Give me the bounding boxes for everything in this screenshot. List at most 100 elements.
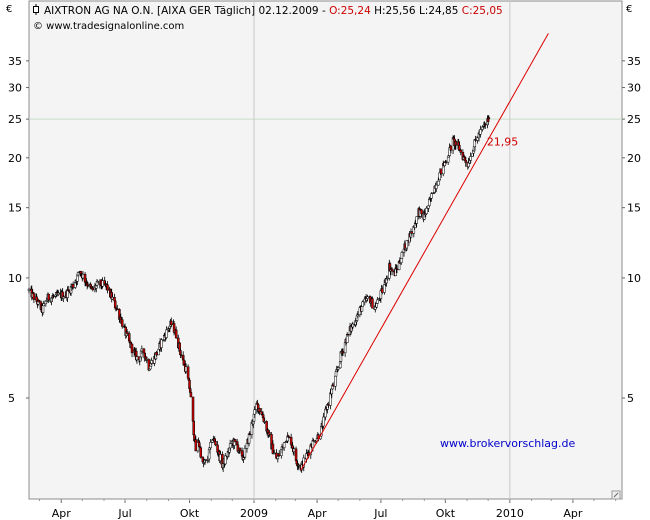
candle-down — [194, 439, 198, 452]
candle-down — [474, 139, 477, 141]
y-axis-left: 5 10 15 20 25 30 35 — [8, 55, 29, 405]
candle-down — [312, 440, 315, 442]
candle-down — [130, 343, 134, 354]
candle-up — [150, 360, 153, 364]
y-axis-right: 5 10 15 20 25 30 35 — [622, 55, 641, 405]
x-tick-label: 2009 — [240, 507, 268, 520]
candle-up — [165, 329, 168, 338]
candle-down — [214, 441, 217, 446]
x-tick-label: Okt — [436, 507, 456, 520]
candle-up — [427, 199, 431, 206]
candle-up — [334, 375, 337, 387]
candle-down — [216, 444, 219, 453]
candle-down — [106, 284, 109, 291]
candle-down — [464, 160, 467, 163]
candle-down — [179, 354, 183, 356]
x-tick-label: Jul — [117, 507, 131, 520]
y-tick-label-right: 15 — [627, 202, 641, 215]
candle-down — [390, 268, 394, 272]
candle-down — [449, 145, 453, 151]
x-tick-label: Apr — [563, 507, 583, 520]
candle-down — [331, 384, 335, 387]
candle-up — [276, 456, 280, 459]
candle-down — [52, 295, 55, 297]
y-tick-label-right: 30 — [627, 82, 641, 95]
low-value: L:24,85 — [419, 5, 458, 17]
y-tick-label-left: 25 — [8, 113, 22, 126]
candle-up — [57, 292, 60, 295]
candle-down — [454, 141, 458, 146]
candle-up — [263, 421, 266, 423]
candle-down — [381, 288, 384, 293]
x-tick-label: Apr — [308, 507, 328, 520]
candle-up — [336, 367, 340, 370]
candle-up — [81, 273, 85, 279]
watermark-text: www.brokervorschlag.de — [440, 437, 576, 450]
candle-up — [209, 442, 212, 449]
candle-up — [400, 252, 404, 259]
y-tick-label-left: 20 — [8, 152, 22, 165]
candle-up — [42, 303, 45, 306]
instrument-icon — [33, 4, 39, 15]
candle-up — [184, 366, 188, 372]
candle-up — [479, 129, 482, 135]
candle-up — [425, 207, 428, 215]
candle-up — [292, 448, 296, 452]
candle-up — [366, 296, 369, 299]
candle-up — [62, 296, 65, 299]
candle-up — [383, 284, 386, 293]
candle-up — [351, 323, 355, 328]
candle-up — [204, 459, 207, 461]
candle-down — [341, 351, 345, 354]
candle-down — [459, 149, 463, 153]
candle-up — [405, 240, 409, 249]
candle-up — [282, 442, 286, 448]
candle-up — [145, 359, 149, 361]
candle-up — [76, 272, 80, 276]
y-tick-label-left: 15 — [8, 202, 22, 215]
candle-up — [361, 301, 364, 307]
candle-down — [199, 447, 202, 458]
candle-up — [437, 180, 440, 186]
candle-up — [160, 339, 163, 348]
candle-up — [273, 452, 276, 455]
candle-up — [334, 371, 338, 377]
candle-down — [233, 439, 237, 442]
candle-down — [238, 447, 242, 451]
y-tick-label-left: 35 — [8, 55, 22, 68]
candle-up — [253, 409, 256, 415]
candle-down — [47, 293, 50, 301]
y-tick-label-left: 5 — [8, 392, 15, 405]
candle-down — [444, 161, 448, 163]
candle-down — [268, 432, 271, 435]
y-tick-label-left: 30 — [8, 82, 22, 95]
candle-up — [360, 306, 364, 312]
y-tick-label-right: 10 — [627, 272, 641, 285]
candle-down — [32, 293, 36, 300]
x-tick-label: Jul — [373, 507, 387, 520]
candle-down — [37, 300, 41, 303]
candle-up — [415, 216, 418, 224]
trendline-value-label: 21,95 — [487, 136, 518, 149]
x-axis: Apr Jul Okt 2009 Apr Jul Okt 2010 Apr — [39, 499, 617, 520]
candle-down — [67, 289, 70, 291]
open-value: O:25,24 — [329, 5, 371, 17]
candle-down — [289, 436, 293, 445]
candle-up — [297, 464, 301, 467]
candle-up — [149, 365, 152, 370]
candle-down — [420, 209, 423, 214]
candle-down — [287, 436, 291, 439]
candle-down — [174, 329, 178, 339]
candle-down — [91, 287, 95, 291]
candle-up — [356, 314, 359, 317]
candle-down — [170, 320, 173, 325]
resize-grip-icon[interactable] — [611, 490, 621, 500]
y-tick-label-left: 10 — [8, 272, 22, 285]
x-tick-label: Okt — [180, 507, 200, 520]
candle-down — [116, 308, 119, 310]
y-tick-label-right: 25 — [627, 113, 641, 126]
candle-down — [142, 348, 146, 354]
candle-up — [224, 455, 227, 465]
candle-down — [83, 273, 87, 283]
candle-down — [248, 433, 252, 435]
